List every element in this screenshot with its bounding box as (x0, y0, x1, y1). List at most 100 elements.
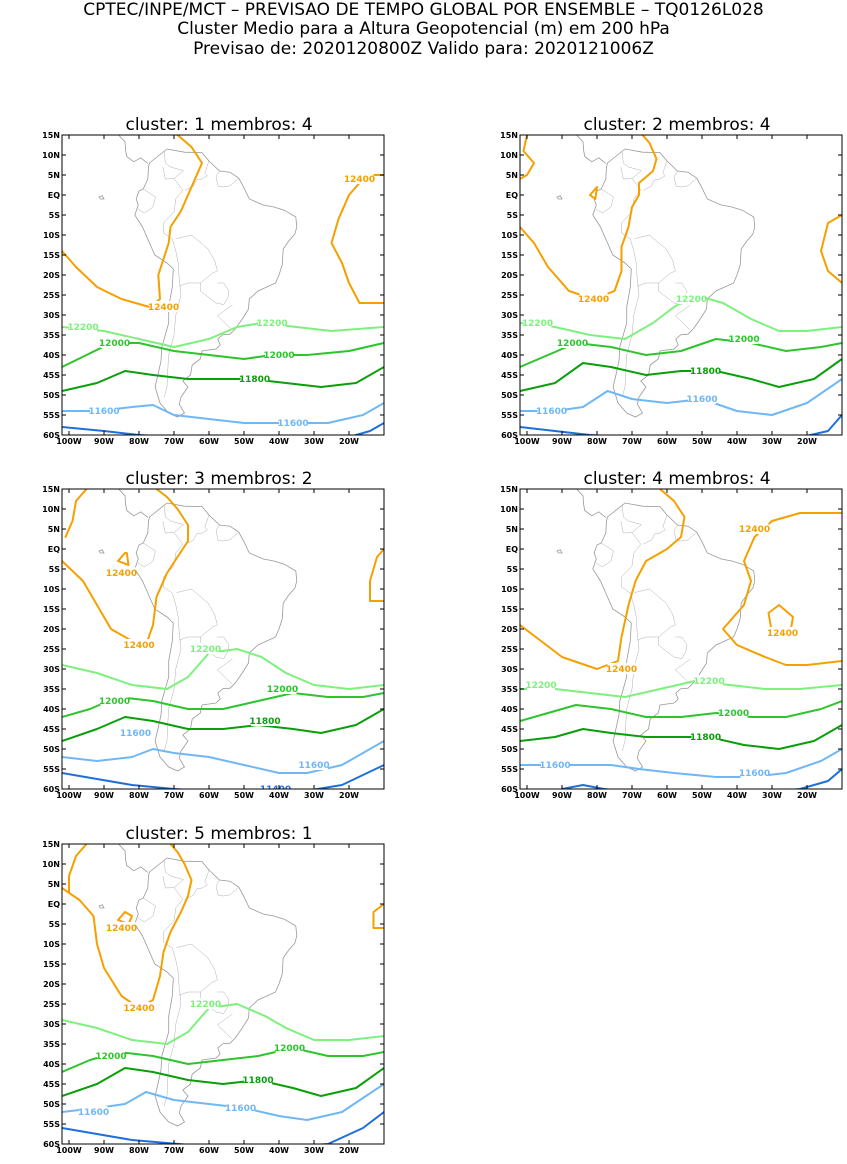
contour-12400 (117, 552, 130, 566)
lat-tick-label: 25S (501, 645, 518, 654)
lon-tick-label: 100W (514, 791, 540, 800)
lon-tick-label: 80W (587, 437, 607, 446)
lat-tick-label: 20S (43, 980, 60, 989)
lat-tick-label: 5N (48, 171, 60, 180)
country-border (163, 565, 180, 630)
lat-tick-label: 60S (43, 431, 60, 440)
contour-11600 (62, 402, 384, 424)
contour-label-bg (149, 301, 178, 312)
contour-label-bg (125, 639, 153, 650)
lat-tick-label: 25S (43, 291, 60, 300)
lon-tick-label: 30W (762, 791, 782, 800)
contour-label: 12000 (557, 339, 588, 349)
contour-label-bg (226, 1102, 255, 1113)
contour-12400 (68, 844, 88, 893)
contour-label-bg (100, 337, 129, 348)
map-frame (61, 843, 385, 1145)
lat-tick-label: 15S (43, 251, 60, 260)
lat-tick-label: 10N (500, 505, 518, 514)
lat-tick-label: 55S (43, 765, 60, 774)
lon-tick-label: 80W (129, 791, 149, 800)
contour-label: 11800 (690, 367, 721, 377)
contour-label: 11400 (260, 785, 291, 795)
lon-tick-label: 60W (199, 1146, 219, 1155)
lat-tick-label: 30S (501, 665, 518, 674)
country-border (176, 943, 218, 996)
contour-label-bg (691, 731, 720, 742)
map-panel-cluster-2: cluster: 2 membros: 4 12400 12200 12200 120… (500, 115, 843, 455)
map-layer: 12400 12400 12200 12000 12000 11800 11600 11600 (62, 844, 384, 1144)
contour-12000 (520, 700, 842, 722)
country-border (621, 565, 638, 630)
lat-tick-label: 15N (42, 485, 60, 494)
map-panel-cluster-4: cluster: 4 membros: 4 12400 12400 12400 122… (500, 469, 843, 809)
lat-tick-label: 60S (501, 785, 518, 794)
lat-tick-label: 35S (43, 331, 60, 340)
contour-label-bg (258, 317, 286, 328)
lon-tick-label: 70W (164, 437, 184, 446)
contour-label: 12200 (525, 681, 556, 691)
contour-12200 (62, 648, 384, 690)
map-layer: 1240012400122001220012000120001180011600… (62, 489, 384, 795)
galapagos-coastline (98, 195, 105, 200)
south-america-coastline (134, 502, 298, 772)
lat-tick-label: 50S (43, 745, 60, 754)
contour-label-bg (579, 293, 608, 304)
contour-label-bg (261, 783, 290, 789)
figure-title-line-3: Previsao de: 2020120800Z Valido para: 20… (193, 39, 654, 59)
lon-tick-label: 20W (339, 791, 359, 800)
lat-tick-label: 45S (501, 725, 518, 734)
contour-12200 (62, 1003, 384, 1045)
galapagos-coastline (556, 549, 563, 554)
contour-12400 (62, 489, 189, 646)
lon-tick-label: 70W (164, 1146, 184, 1155)
contour-11600 (62, 1083, 384, 1121)
contour-label-bg (719, 707, 748, 718)
lon-tick-label: 50W (692, 791, 712, 800)
lon-tick-label: 90W (94, 437, 114, 446)
lat-tick-label: 15S (43, 605, 60, 614)
lon-tick-label: 60W (199, 437, 219, 446)
contour-12200 (520, 680, 842, 698)
country-border (163, 920, 180, 985)
lat-tick-label: 15N (42, 840, 60, 849)
contour-11600 (62, 740, 384, 774)
lat-tick-label: 20S (43, 625, 60, 634)
contour-label: 11800 (242, 1076, 273, 1086)
contour-label-bg (107, 567, 136, 578)
country-border (643, 160, 668, 191)
lon-tick-label: 20W (339, 1146, 359, 1155)
contour-label: 11600 (88, 407, 119, 417)
lat-tick-label: 10N (500, 151, 518, 160)
lon-tick-label: 70W (622, 791, 642, 800)
country-border (675, 658, 691, 684)
contour-label: 12200 (693, 677, 724, 687)
lat-tick-label: 5S (507, 211, 519, 220)
lat-tick-label: EQ (48, 191, 60, 200)
lat-tick-label: EQ (48, 545, 60, 554)
lat-tick-label: 20S (501, 271, 518, 280)
contour-label-bg (300, 759, 328, 770)
country-border (217, 304, 233, 330)
lat-tick-label: 50S (43, 391, 60, 400)
country-border (217, 1013, 233, 1039)
contour-12400 (330, 174, 384, 304)
lat-tick-label: 40S (501, 351, 518, 360)
contour-12400 (64, 489, 88, 538)
country-border (673, 524, 697, 542)
lon-tick-label: 30W (304, 1146, 324, 1155)
lat-tick-label: 15S (43, 960, 60, 969)
country-border (673, 170, 697, 188)
country-border (185, 514, 210, 545)
country-border (217, 658, 233, 684)
contour-label: 11600 (739, 769, 770, 779)
lon-tick-label: 40W (269, 437, 289, 446)
lon-tick-label: 30W (304, 437, 324, 446)
contour-label-bg (740, 523, 769, 534)
contour-label: 12400 (148, 303, 179, 313)
contour-label-bg (537, 405, 566, 416)
country-border (675, 304, 691, 330)
lat-tick-label: 10N (42, 505, 60, 514)
contour-label: 11800 (690, 733, 721, 743)
